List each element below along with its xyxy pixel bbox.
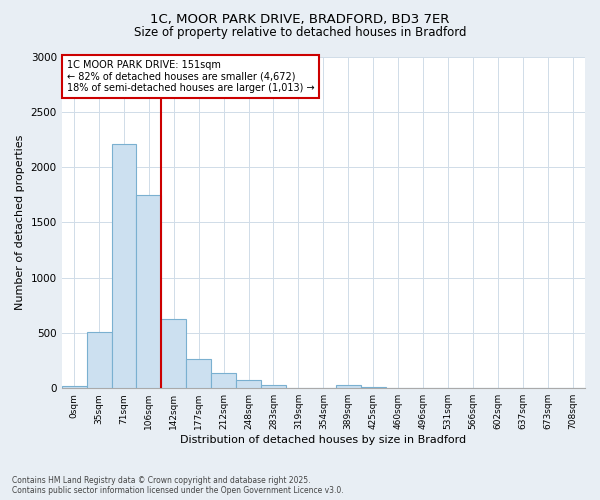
Text: Contains HM Land Registry data © Crown copyright and database right 2025.
Contai: Contains HM Land Registry data © Crown c…: [12, 476, 344, 495]
Bar: [136, 194, 161, 388]
Text: 1C, MOOR PARK DRIVE, BRADFORD, BD3 7ER: 1C, MOOR PARK DRIVE, BRADFORD, BD3 7ER: [151, 12, 449, 26]
X-axis label: Distribution of detached houses by size in Bradford: Distribution of detached houses by size …: [180, 435, 466, 445]
Bar: [236, 380, 261, 388]
Bar: [336, 386, 361, 388]
Text: Size of property relative to detached houses in Bradford: Size of property relative to detached ho…: [134, 26, 466, 39]
Bar: [361, 386, 386, 388]
Bar: [261, 385, 286, 388]
Bar: [211, 372, 236, 388]
Text: 1C MOOR PARK DRIVE: 151sqm
← 82% of detached houses are smaller (4,672)
18% of s: 1C MOOR PARK DRIVE: 151sqm ← 82% of deta…: [67, 60, 314, 93]
Bar: [62, 386, 86, 388]
Bar: [86, 332, 112, 388]
Bar: [186, 360, 211, 388]
Bar: [112, 144, 136, 388]
Bar: [161, 318, 186, 388]
Y-axis label: Number of detached properties: Number of detached properties: [15, 134, 25, 310]
